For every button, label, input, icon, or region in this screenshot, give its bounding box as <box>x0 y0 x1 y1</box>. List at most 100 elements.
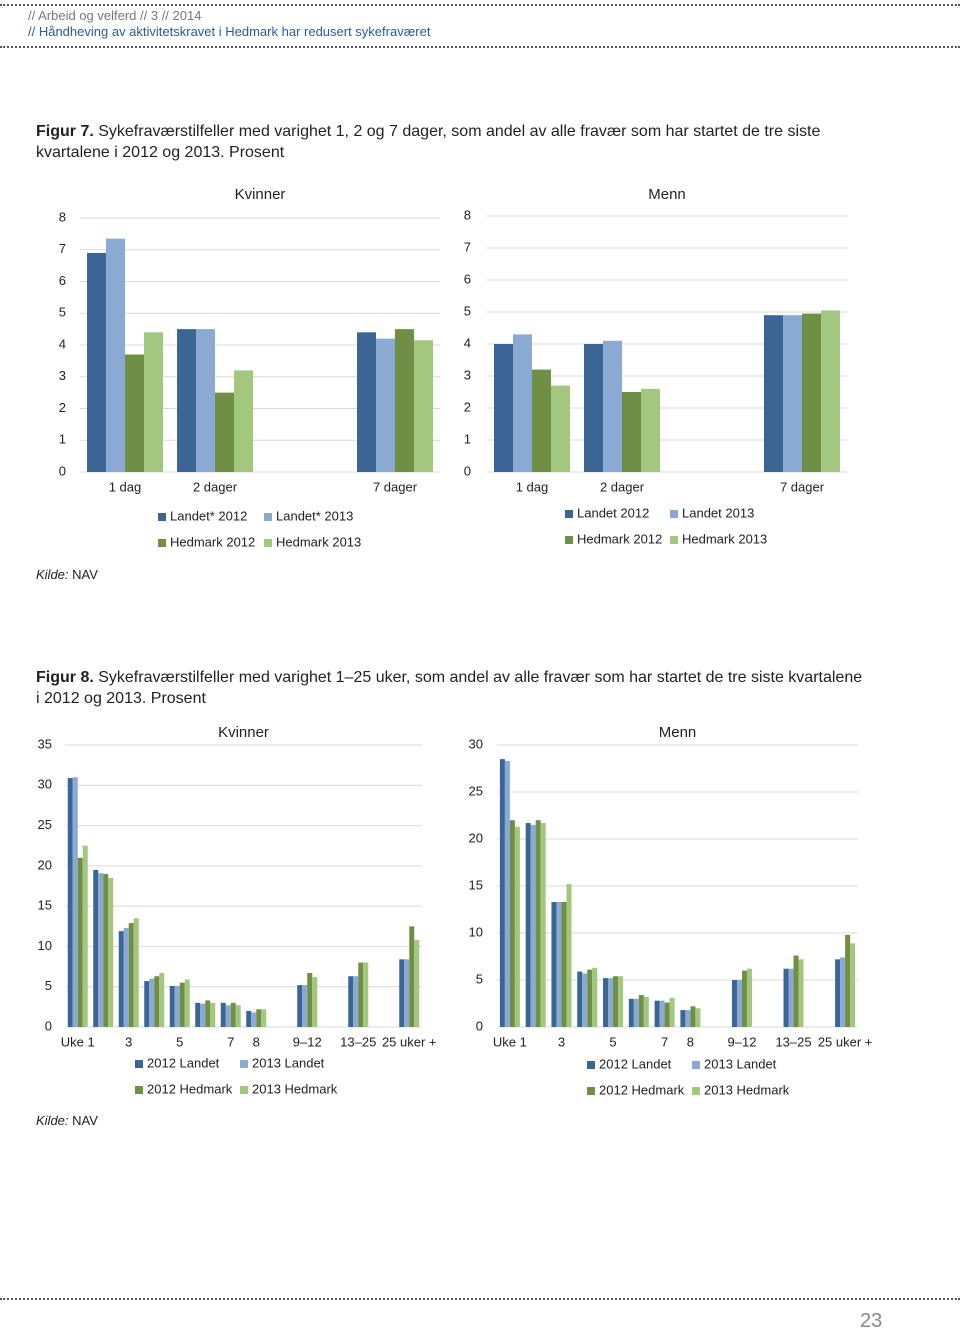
bar <box>67 778 73 1027</box>
bar <box>622 392 641 472</box>
y-tick-label: 10 <box>38 938 52 953</box>
bar <box>608 978 614 1027</box>
bar <box>195 1002 201 1027</box>
y-tick-label: 3 <box>464 367 471 382</box>
chart-title: Kvinner <box>235 186 286 203</box>
bar <box>821 310 840 472</box>
bar <box>108 877 114 1027</box>
x-tick-label: 13–25 <box>775 1034 811 1049</box>
bar <box>409 926 415 1027</box>
bar <box>659 1000 665 1027</box>
bar <box>159 973 165 1027</box>
y-tick-label: 15 <box>38 898 52 913</box>
caption: Figur 7. Sykefraværstilfeller med varigh… <box>36 121 866 163</box>
bar <box>98 873 104 1027</box>
bar <box>551 901 557 1027</box>
bar <box>643 996 649 1027</box>
bar <box>494 344 513 472</box>
x-tick-label: 8 <box>687 1034 694 1049</box>
x-tick-label: 25 uker + <box>382 1034 437 1049</box>
y-tick-label: 5 <box>59 305 66 320</box>
y-tick-label: 5 <box>464 303 471 318</box>
bar <box>840 957 846 1027</box>
legend-swatch <box>670 536 678 544</box>
bar <box>125 354 144 472</box>
y-tick-label: 0 <box>464 463 471 478</box>
legend-swatch <box>135 1060 143 1068</box>
source-label: Kilde: <box>36 567 69 582</box>
bar <box>680 1010 686 1027</box>
legend-swatch <box>565 510 573 518</box>
bar <box>133 918 139 1027</box>
y-tick-label: 5 <box>45 978 52 993</box>
y-tick-label: 3 <box>59 368 66 383</box>
bar <box>414 939 420 1027</box>
bar <box>561 901 567 1027</box>
bar <box>798 959 804 1027</box>
bar <box>592 967 598 1027</box>
bar <box>513 334 532 472</box>
y-tick-label: 25 <box>38 817 52 832</box>
y-tick-label: 25 <box>469 783 483 798</box>
y-tick-label: 4 <box>464 335 471 350</box>
bar <box>225 1005 231 1027</box>
y-tick-label: 20 <box>469 830 483 845</box>
bar <box>835 959 841 1027</box>
bar <box>93 869 99 1027</box>
y-tick-label: 2 <box>59 400 66 415</box>
legend-swatch <box>692 1061 700 1069</box>
caption-text: Sykefraværstilfeller med varighet 1–25 u… <box>36 669 863 707</box>
bar <box>220 1002 226 1027</box>
x-tick-label: 3 <box>125 1034 132 1049</box>
legend-label: Hedmark 2013 <box>276 534 361 549</box>
bar <box>509 820 515 1027</box>
bar <box>404 959 410 1027</box>
legend-label: Landet 2013 <box>682 505 754 520</box>
y-tick-label: 0 <box>476 1018 483 1033</box>
legend-swatch <box>158 539 166 547</box>
bar <box>128 923 134 1027</box>
header-line: // Arbeid og velferd // 3 // 2014 <box>28 8 202 23</box>
legend-swatch <box>587 1061 595 1069</box>
bar <box>149 978 155 1027</box>
legend-label: Hedmark 2012 <box>170 534 255 549</box>
legend-label: 2013 Landet <box>252 1055 325 1070</box>
legend-label: 2012 Hedmark <box>147 1081 233 1096</box>
bar <box>414 340 433 472</box>
bar <box>618 976 624 1027</box>
y-tick-label: 7 <box>464 239 471 254</box>
bar <box>154 976 160 1027</box>
legend-swatch <box>158 513 166 521</box>
bar <box>504 760 510 1027</box>
bar <box>215 392 234 472</box>
x-tick-label: 7 <box>661 1034 668 1049</box>
bar <box>256 1009 262 1027</box>
bar <box>376 338 395 472</box>
bar <box>144 332 163 472</box>
bar <box>551 385 570 472</box>
bar <box>251 1012 257 1027</box>
x-tick-label: 2 dager <box>193 479 238 494</box>
bar <box>174 985 180 1027</box>
chart-title: Menn <box>648 186 686 203</box>
y-tick-label: 15 <box>469 877 483 892</box>
bar <box>641 388 660 472</box>
bar <box>118 931 124 1027</box>
legend-label: Landet* 2013 <box>276 508 353 523</box>
bar <box>587 969 593 1027</box>
legend-label: 2012 Hedmark <box>599 1082 685 1097</box>
y-tick-label: 8 <box>464 207 471 222</box>
bar <box>123 927 129 1027</box>
bar <box>235 1005 241 1027</box>
bar <box>72 777 78 1027</box>
bar <box>144 981 150 1027</box>
y-tick-label: 5 <box>476 971 483 986</box>
bar <box>783 968 789 1027</box>
bar <box>603 978 609 1027</box>
bar <box>850 943 856 1027</box>
source: Kilde: NAV <box>36 1113 98 1128</box>
bar <box>695 1008 701 1027</box>
bar <box>103 873 109 1027</box>
bar <box>307 973 313 1027</box>
